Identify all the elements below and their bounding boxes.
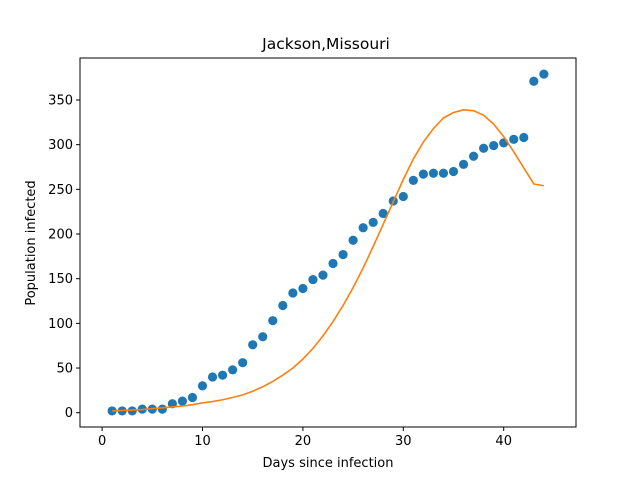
data-point [298, 283, 308, 294]
data-point [197, 381, 208, 391]
data-point [368, 217, 378, 227]
data-point [408, 175, 418, 185]
data-point [358, 223, 368, 233]
y-tick-label: 50 [56, 362, 73, 377]
data-point [207, 372, 218, 382]
chart-title: Jackson,Missouri [261, 35, 390, 53]
data-point [489, 140, 499, 151]
y-tick-label: 200 [48, 228, 73, 243]
y-tick-label: 100 [48, 317, 73, 332]
x-tick-label: 0 [98, 434, 106, 449]
data-point [328, 258, 338, 269]
y-tick-label: 300 [48, 138, 73, 153]
plot-frame [79, 57, 577, 428]
data-point [318, 270, 328, 280]
data-point [539, 69, 549, 79]
data-point [348, 235, 358, 245]
data-point [268, 316, 278, 326]
data-point [529, 76, 539, 86]
data-point [458, 159, 469, 169]
data-point [308, 274, 318, 285]
data-point [438, 168, 449, 178]
x-tick-label: 30 [395, 434, 412, 449]
data-point [448, 166, 459, 177]
data-point [228, 365, 238, 375]
data-point [338, 249, 348, 260]
data-point [278, 300, 288, 311]
data-point [127, 406, 137, 416]
y-tick-label: 0 [65, 406, 73, 421]
series-line [112, 109, 545, 412]
x-tick-label: 40 [495, 434, 512, 449]
data-point [187, 392, 198, 403]
data-point [479, 143, 489, 153]
data-point [378, 208, 388, 219]
data-point [157, 404, 167, 414]
data-point [248, 340, 258, 350]
data-point [509, 134, 519, 144]
data-point [468, 151, 479, 161]
plot-area: 0 10 20 30 40 0 50 100 150 200 250 300 350 [48, 57, 577, 449]
data-point [238, 358, 248, 368]
x-tick-label: 20 [295, 434, 312, 449]
data-point [258, 332, 268, 342]
data-point [418, 169, 428, 179]
x-axis-label: Days since infection [263, 456, 394, 471]
y-tick-label: 150 [48, 272, 73, 287]
data-point [217, 370, 228, 380]
data-point [177, 396, 188, 406]
data-point [398, 191, 408, 202]
data-point [428, 168, 439, 178]
y-axis-label: Population infected [24, 180, 39, 305]
data-point [519, 132, 529, 143]
x-tick-label: 10 [194, 434, 211, 449]
y-tick-label: 250 [48, 183, 73, 198]
y-tick-label: 350 [48, 93, 73, 108]
data-point [288, 288, 298, 298]
